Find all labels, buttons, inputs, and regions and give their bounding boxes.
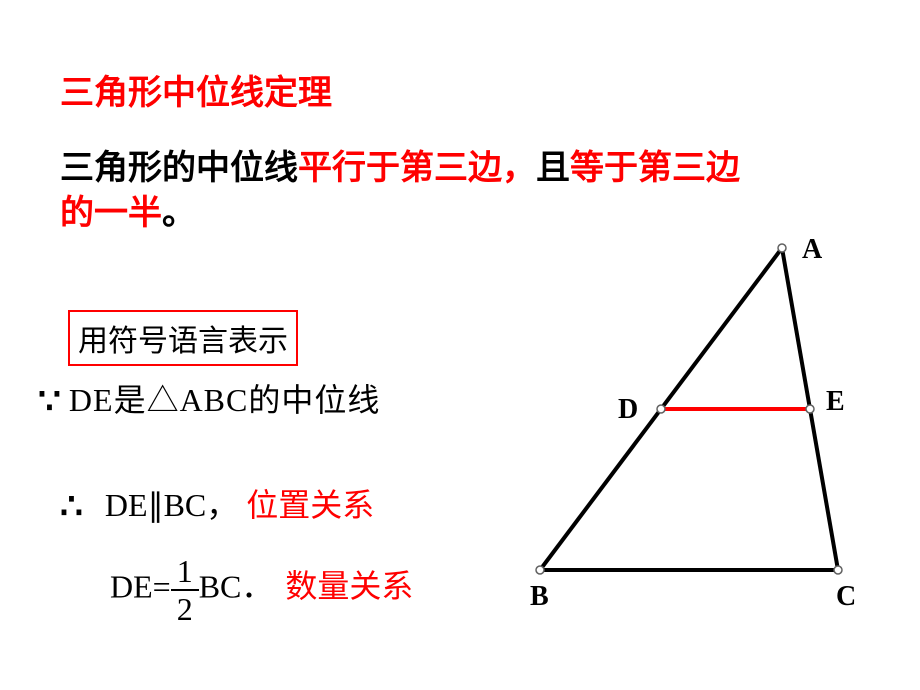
vertex-b bbox=[536, 566, 544, 574]
vertex-d bbox=[657, 405, 665, 413]
label-b: B bbox=[530, 581, 549, 610]
eq-lhs: DE= bbox=[110, 568, 171, 604]
theorem-title: 三角形中位线定理 bbox=[60, 65, 332, 114]
symbolic-label-text: 用符号语言表示 bbox=[78, 325, 288, 358]
triangle-diagram: A B C D E bbox=[510, 230, 890, 610]
theorem-l2-black: 。 bbox=[162, 195, 196, 232]
label-d: D bbox=[618, 394, 638, 425]
theorem-l1-red2: 等于第三边 bbox=[570, 150, 740, 187]
vertex-a bbox=[778, 244, 786, 252]
title-text: 三角形中位线定理 bbox=[60, 75, 332, 112]
triangle-svg: A B C D E bbox=[510, 230, 890, 610]
eq-frac-num: 1 bbox=[171, 555, 199, 591]
because-text: DE是△ABC的中位线 bbox=[69, 382, 380, 418]
label-a: A bbox=[802, 234, 823, 265]
theorem-line-2: 的一半。 bbox=[60, 185, 196, 234]
theorem-l1-black: 三角形的中位线 bbox=[60, 150, 298, 187]
therefore-symbol: ∴ bbox=[60, 486, 83, 526]
theorem-l1-red: 平行于第三边， bbox=[298, 150, 536, 187]
eq-rhs: BC． bbox=[199, 568, 274, 604]
therefore-line: ∴ DE∥BC， 位置关系 bbox=[60, 480, 374, 527]
eq-red: 数量关系 bbox=[285, 568, 413, 604]
theorem-l2-red: 的一半 bbox=[60, 195, 162, 232]
vertex-e bbox=[806, 405, 814, 413]
therefore-black: DE∥BC， bbox=[105, 487, 238, 523]
therefore-red: 位置关系 bbox=[246, 487, 374, 523]
because-line: ∵ DE是△ABC的中位线 bbox=[38, 375, 380, 422]
equation-line: DE= 1 2 BC． 数量关系 bbox=[110, 555, 413, 625]
eq-frac-den: 2 bbox=[171, 591, 199, 625]
eq-fraction: 1 2 bbox=[171, 555, 199, 625]
because-symbol: ∵ bbox=[38, 381, 61, 421]
label-e: E bbox=[826, 386, 845, 417]
symbolic-notation-label: 用符号语言表示 bbox=[68, 310, 298, 366]
vertex-c bbox=[834, 566, 842, 574]
label-c: C bbox=[836, 581, 856, 610]
theorem-line-1: 三角形的中位线平行于第三边，且等于第三边 bbox=[60, 140, 740, 189]
theorem-l1-black2: 且 bbox=[536, 150, 570, 187]
